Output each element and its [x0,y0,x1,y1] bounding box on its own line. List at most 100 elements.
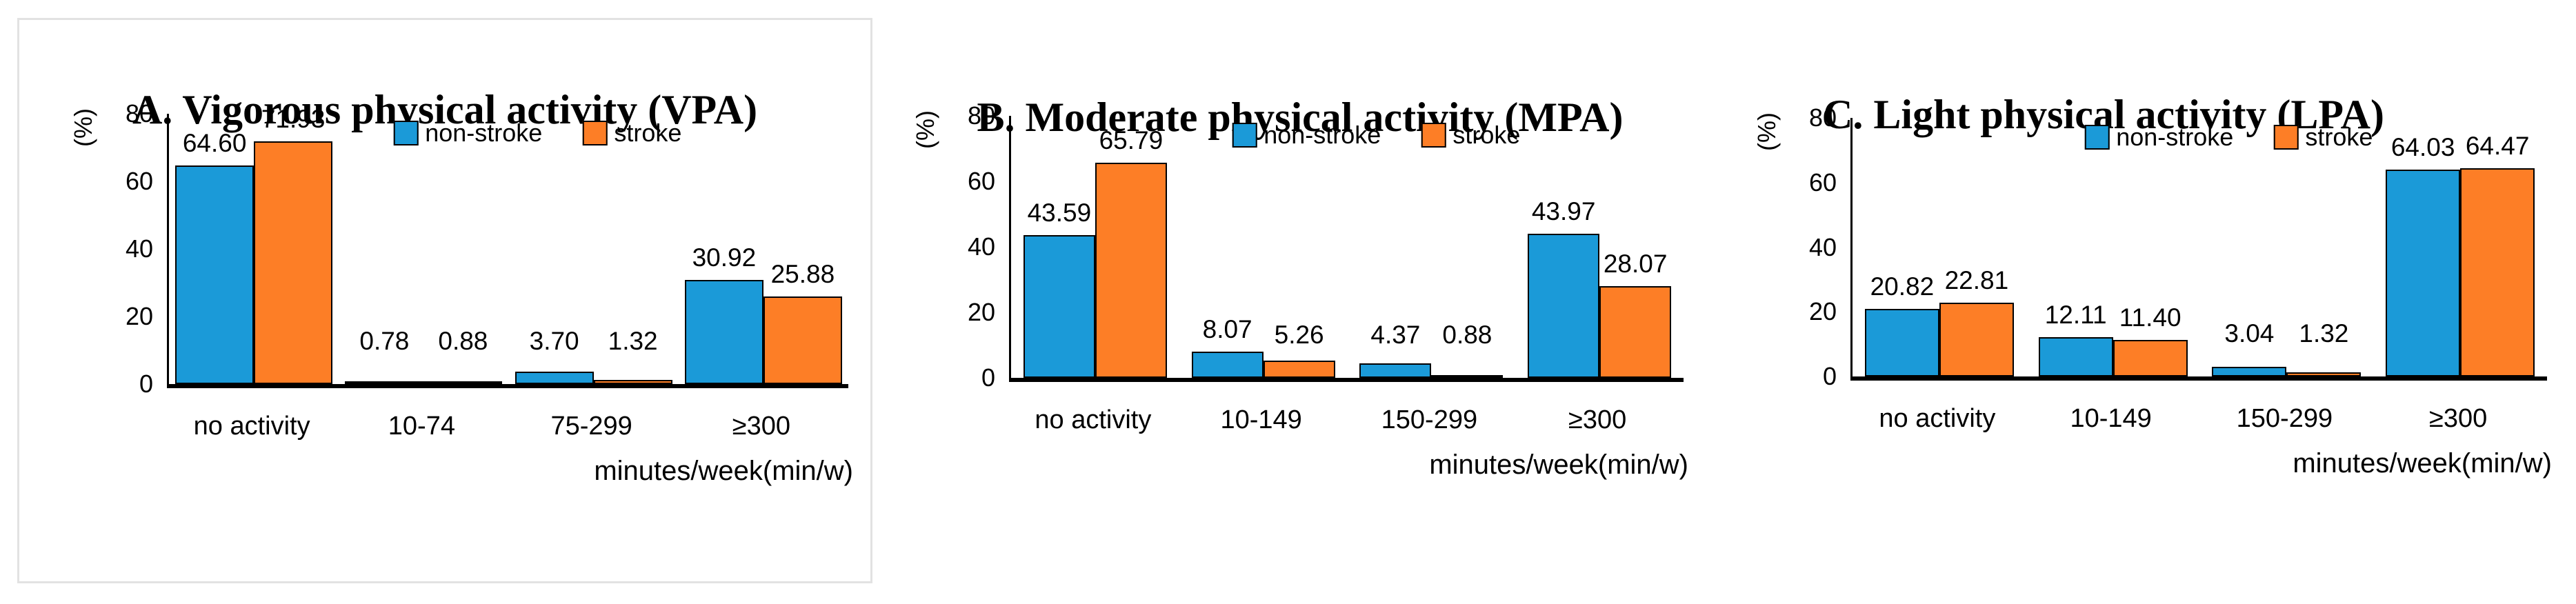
bar-stroke-75-299 [593,379,672,384]
y-tick-label: 40 [1808,232,1837,261]
x-category-label: 75-299 [550,412,632,441]
x-axis-label: minutes/week(min/w) [1429,450,1688,480]
bar-non-stroke-10-149 [1191,351,1264,378]
bar-stroke-150-299 [1431,374,1504,378]
bar-value-label: 3.70 [529,327,579,355]
x-category-label: 10-149 [2070,404,2152,433]
legend-item-stroke: stroke [1421,121,1520,149]
bar-non-stroke-75-299 [515,371,594,384]
x-category-label: 150-299 [2236,404,2333,433]
bar-stroke-10-149 [2113,339,2188,376]
bar-non-stroke-no activity [1023,234,1095,378]
bar-value-label: 1.32 [608,327,658,355]
y-tick-label: 60 [125,167,153,195]
bar-stroke-10-74 [423,381,503,384]
x-category-label: no activity [1035,405,1152,434]
bar-stroke-≥300 [2460,168,2535,376]
bar-value-label: 8.07 [1202,314,1252,343]
bar-value-label: 65.79 [1099,125,1164,154]
bar-value-label: 3.04 [2224,319,2275,348]
bar-non-stroke-≥300 [2386,169,2461,376]
bar-value-label: 4.37 [1370,321,1421,349]
bar-value-label: 30.92 [692,243,757,272]
y-tick-label: 0 [981,363,995,392]
legend: non-stroke stroke [2084,123,2373,151]
bar-value-label: 12.11 [2044,301,2107,330]
bar-value-label: 43.59 [1027,198,1092,227]
bar-value-label: 28.07 [1603,249,1668,278]
chart-title-vpa: A. Vigorous physical activity (VPA) [132,86,758,132]
y-axis-unit-label: (%) [1753,112,1781,151]
legend-item-non-stroke: non-stroke [2084,123,2233,151]
bar-value-label: 5.26 [1274,321,1324,349]
y-tick-label: 80 [125,99,153,128]
bar-stroke-≥300 [763,296,842,384]
y-tick-label: 0 [139,370,153,398]
bar-non-stroke-≥300 [1528,234,1600,378]
bar-stroke-150-299 [2286,372,2362,376]
legend-swatch-non-stroke [393,121,419,145]
legend-label: stroke [2305,123,2373,151]
legend-swatch-stroke [2273,125,2299,150]
chart-panel-vpa: A. Vigorous physical activity (VPA) (%) 8… [17,18,872,583]
y-tick-label: 20 [967,298,995,326]
x-category-label: 10-149 [1220,405,1302,434]
legend-swatch-non-stroke [2084,125,2110,150]
y-tick-label: 0 [1822,362,1837,390]
bar-value-label: 20.82 [1870,272,1935,301]
y-axis-unit-label: (%) [69,108,97,147]
legend-label: non-stroke [425,119,543,147]
legend-item-non-stroke: non-stroke [1232,121,1381,149]
x-category-label: ≥300 [1568,405,1627,434]
plot-area: non-stroke stroke 43.59 65.79 8.07 5.26 4.37 0.… [1009,116,1684,382]
legend-item-stroke: stroke [582,119,681,147]
chart-panel-lpa: C. Light physical activity (LPA) (%) 80 60… [1753,18,2573,583]
y-tick-label: 60 [1808,168,1837,197]
bar-stroke-no activity [1939,303,2014,376]
bar-value-label: 0.78 [359,327,410,355]
x-category-label: ≥300 [2428,404,2488,433]
legend-label: non-stroke [2116,123,2234,151]
x-category-label: ≥300 [732,412,790,441]
legend-swatch-stroke [582,121,608,145]
bar-value-label: 0.88 [438,327,488,355]
y-tick-label: 60 [967,167,995,195]
bar-value-label: 11.40 [2119,303,2181,332]
x-axis-label: minutes/week(min/w) [2293,448,2552,479]
legend-label: non-stroke [1264,121,1381,149]
legend-swatch-non-stroke [1232,123,1257,148]
y-axis-unit-label: (%) [911,110,939,149]
bar-value-label: 43.97 [1531,197,1596,226]
plot-area: non-stroke stroke 64.60 71.93 0.78 0.88 3.70 1.… [167,105,848,388]
legend: non-stroke stroke [393,119,681,147]
bar-value-label: 22.81 [1944,266,2009,295]
legend-label: stroke [614,119,682,147]
plot-area: non-stroke stroke 20.82 22.81 12.11 11.40 3.04… [1850,118,2547,381]
bar-stroke-10-149 [1263,361,1335,378]
legend-item-stroke: stroke [2273,123,2373,151]
bar-value-label: 71.93 [261,104,326,133]
x-category-label: no activity [1879,404,1996,433]
bar-non-stroke-no activity [1864,309,1939,376]
x-category-label: 10-74 [388,412,455,441]
bar-value-label: 25.88 [770,260,835,289]
y-tick-label: 40 [125,234,153,263]
bar-non-stroke-150-299 [2212,366,2287,376]
y-tick-label: 80 [967,101,995,130]
legend-label: stroke [1452,121,1521,149]
bar-value-label: 1.32 [2299,319,2349,348]
bar-value-label: 64.47 [2465,131,2530,160]
y-tick-label: 40 [967,232,995,261]
x-category-label: 150-299 [1381,405,1478,434]
chart-panel-mpa: B. Moderate physical activity (MPA) (%) 8… [886,18,1714,583]
y-tick-label: 20 [125,302,153,330]
bar-non-stroke-10-74 [345,381,424,384]
x-axis-label: minutes/week(min/w) [594,456,853,486]
legend: non-stroke stroke [1232,121,1520,149]
bar-value-label: 64.03 [2390,132,2455,161]
bar-non-stroke-≥300 [684,279,763,384]
bar-value-label: 64.60 [182,129,247,158]
bar-stroke-≥300 [1599,285,1672,378]
bar-value-label: 0.88 [1442,321,1492,349]
